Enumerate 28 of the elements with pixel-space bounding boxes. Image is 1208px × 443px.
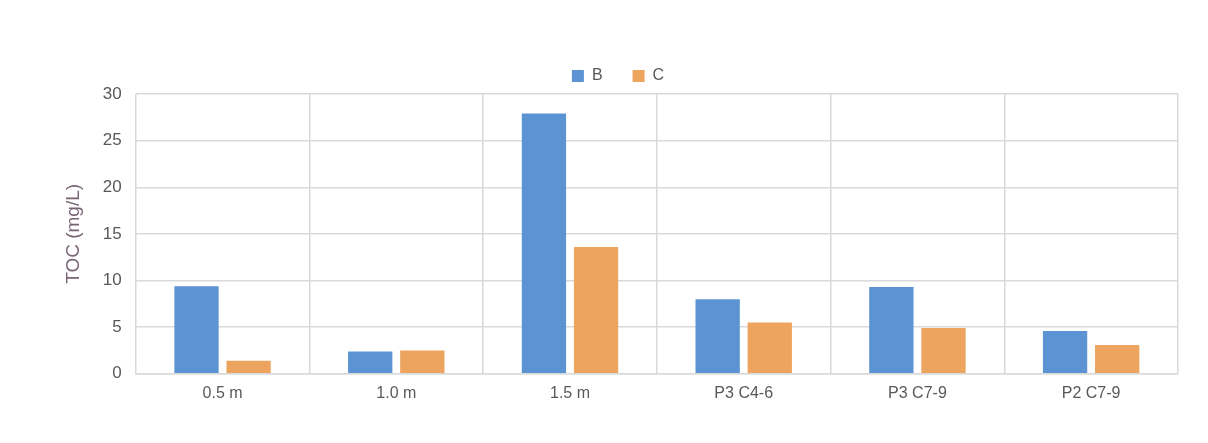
y-tick-label: 20 — [102, 176, 122, 196]
y-tick-label: 10 — [102, 270, 122, 290]
y-tick-label: 25 — [102, 130, 122, 150]
x-tick-label: P2 C7-9 — [1061, 383, 1121, 401]
x-tick-label: 1.0 m — [376, 383, 417, 401]
bar — [869, 287, 914, 374]
x-tick-label: 0.5 m — [202, 383, 243, 401]
y-tick-label: 15 — [102, 223, 122, 243]
bar — [747, 322, 792, 374]
y-tick-label: 0 — [112, 363, 122, 383]
bar — [695, 299, 740, 374]
bar — [400, 350, 445, 374]
bar — [226, 360, 271, 374]
x-tick-label: 1.5 m — [549, 383, 590, 401]
bar — [521, 113, 567, 374]
y-tick-label: 5 — [112, 316, 122, 336]
bar — [174, 286, 219, 374]
bar — [573, 246, 619, 374]
bar — [1095, 344, 1140, 374]
legend-label: C — [652, 66, 665, 84]
legend-label: B — [591, 66, 603, 84]
bar — [348, 351, 393, 374]
y-tick-label: 30 — [102, 83, 122, 103]
bar — [1042, 330, 1088, 374]
y-axis-title: TOC (mg/L) — [61, 183, 83, 284]
x-tick-label: P3 C7-9 — [888, 383, 947, 401]
bar — [921, 328, 966, 374]
x-tick-label: P3 C4-6 — [714, 383, 774, 401]
